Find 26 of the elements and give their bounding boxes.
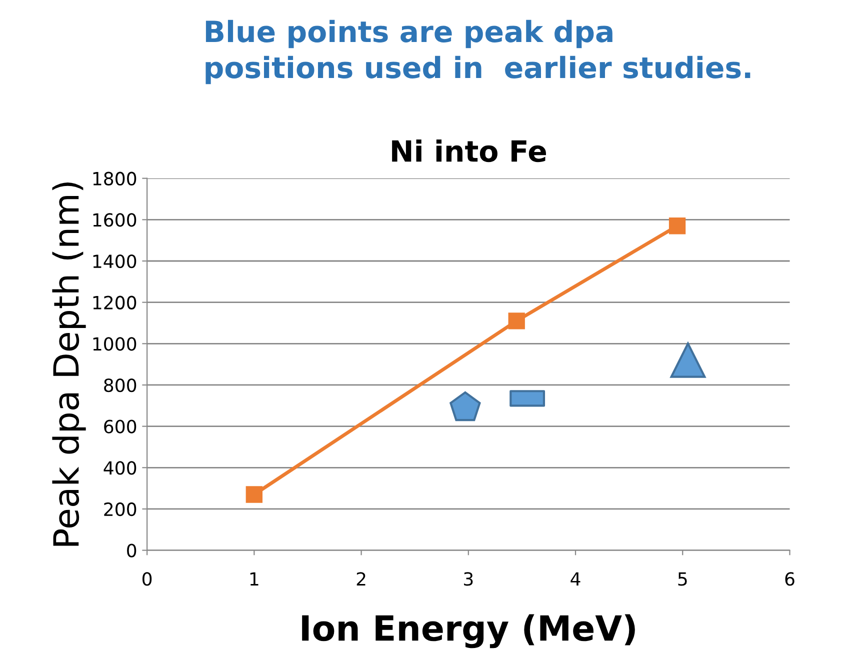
y-tick-label: 600 — [104, 420, 136, 434]
y-tick-label: 800 — [104, 378, 136, 392]
point — [670, 342, 706, 378]
y-tick-label: 0 — [127, 544, 136, 558]
y-tick-label: 200 — [104, 502, 136, 516]
x-tick-label: 4 — [570, 572, 580, 586]
y-tick-label: 1200 — [93, 296, 136, 310]
x-tick-label: 6 — [785, 572, 794, 586]
y-axis-title: Peak dpa Depth (nm) — [52, 182, 86, 546]
x-tick-label: 1 — [250, 572, 258, 586]
y-tick-label: 400 — [104, 461, 136, 475]
x-axis-title: Ion Energy (MeV) — [302, 614, 635, 648]
chart-title: Ni into Fe — [392, 140, 546, 162]
y-tick-label: 1800 — [93, 172, 136, 186]
point — [668, 218, 686, 234]
x-tick-label: 0 — [142, 572, 152, 586]
x-tick-label: 2 — [356, 572, 366, 586]
x-tick-label: 3 — [464, 572, 473, 586]
point — [246, 486, 262, 503]
text: Blue points are peak dpa positions used in earlier studies. — [206, 20, 750, 84]
point — [450, 391, 481, 422]
x-tick-label: 5 — [678, 572, 687, 586]
point — [508, 312, 525, 330]
y-tick-label: 1600 — [93, 213, 136, 227]
y-tick-label: 1400 — [93, 254, 136, 268]
y-tick-label: 1000 — [93, 337, 136, 351]
